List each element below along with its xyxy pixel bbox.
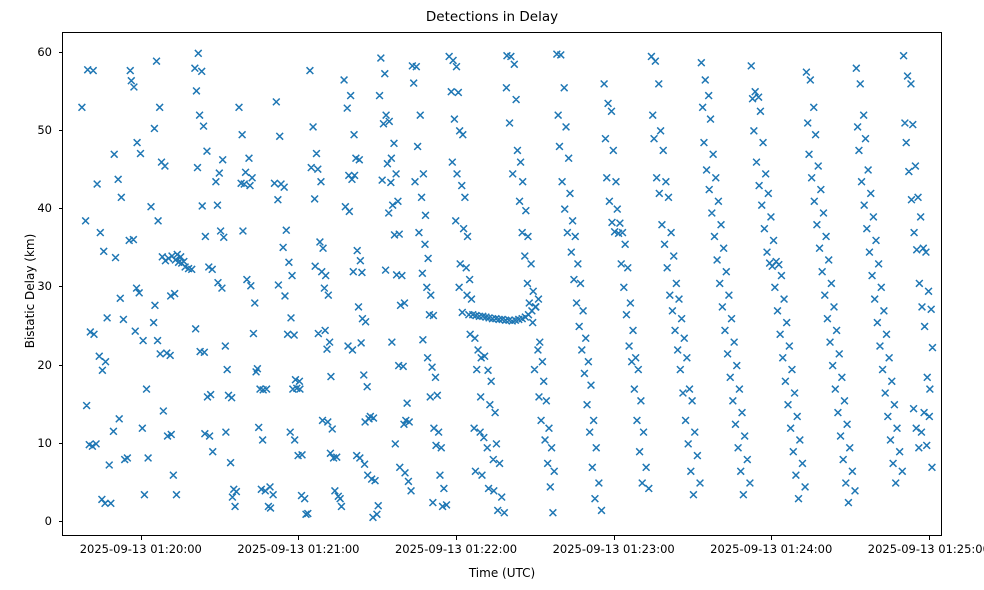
y-tick-mark — [58, 208, 62, 210]
y-axis-label: Bistatic Delay (km) — [23, 233, 37, 349]
x-tick-label: 2025-09-13 01:23:00 — [552, 542, 675, 556]
y-tick-mark — [58, 442, 62, 444]
x-tick-mark — [613, 536, 615, 540]
x-tick-mark — [928, 536, 930, 540]
y-tick-label: 40 — [37, 201, 52, 216]
x-tick-label: 2025-09-13 01:21:00 — [237, 542, 360, 556]
y-tick-mark — [58, 51, 62, 53]
scatter-marker-group — [77, 49, 937, 522]
scatter-markers — [77, 49, 937, 522]
y-tick-mark — [58, 364, 62, 366]
x-tick-label: 2025-09-13 01:22:00 — [394, 542, 518, 556]
x-tick-mark — [140, 536, 142, 540]
x-tick-mark — [456, 536, 458, 540]
scatter-points-layer — [77, 49, 937, 522]
y-axis-tick-labels: 0 10 20 30 40 50 60 — [0, 0, 52, 590]
y-tick-mark — [58, 129, 62, 131]
x-tick-mark — [298, 536, 300, 540]
chart-title: Detections in Delay — [425, 9, 559, 25]
x-tick-label: 2025-09-13 01:20:00 — [79, 542, 202, 556]
x-tick-label: 2025-09-13 01:25:00 — [867, 542, 984, 556]
y-tick-label: 0 — [44, 514, 52, 529]
y-tick-mark — [58, 286, 62, 288]
x-tick-mark — [771, 536, 773, 540]
plot-axes-area — [62, 32, 942, 536]
y-tick-label: 20 — [37, 357, 52, 372]
y-tick-mark — [58, 521, 62, 523]
x-axis-label: Time (UTC) — [468, 566, 536, 580]
y-axis-label-container: Bistatic Delay (km) — [14, 0, 37, 590]
y-tick-label: 50 — [37, 122, 52, 137]
x-tick-label: 2025-09-13 01:24:00 — [710, 542, 833, 556]
y-tick-label: 10 — [37, 435, 52, 450]
y-tick-label: 60 — [37, 44, 52, 59]
y-tick-label: 30 — [37, 279, 52, 294]
